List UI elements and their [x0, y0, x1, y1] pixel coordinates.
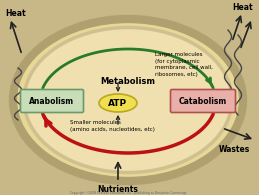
- Text: Nutrients: Nutrients: [98, 185, 139, 194]
- Text: Catabolism: Catabolism: [179, 97, 227, 105]
- Text: ATP: ATP: [109, 98, 128, 107]
- Text: Smaller molecules
(amino acids, nucleotides, etc): Smaller molecules (amino acids, nucleoti…: [70, 120, 155, 132]
- Text: Wastes: Wastes: [218, 145, 250, 154]
- FancyBboxPatch shape: [170, 90, 235, 113]
- Text: Metabolism: Metabolism: [100, 77, 155, 87]
- Text: Heat: Heat: [5, 10, 26, 19]
- Text: Larger molecules
(for cytoplasmic
membrane, cell wall,
ribosomes, etc): Larger molecules (for cytoplasmic membra…: [155, 52, 213, 77]
- Ellipse shape: [24, 27, 232, 173]
- Ellipse shape: [13, 19, 243, 181]
- Text: Anabolism: Anabolism: [30, 97, 75, 105]
- Ellipse shape: [99, 94, 137, 112]
- Text: Heat: Heat: [232, 4, 253, 12]
- Text: Copyright ©2008 Pearson Education, Inc., publishing as Benjamin Cummings: Copyright ©2008 Pearson Education, Inc.,…: [70, 191, 186, 195]
- FancyBboxPatch shape: [20, 90, 83, 113]
